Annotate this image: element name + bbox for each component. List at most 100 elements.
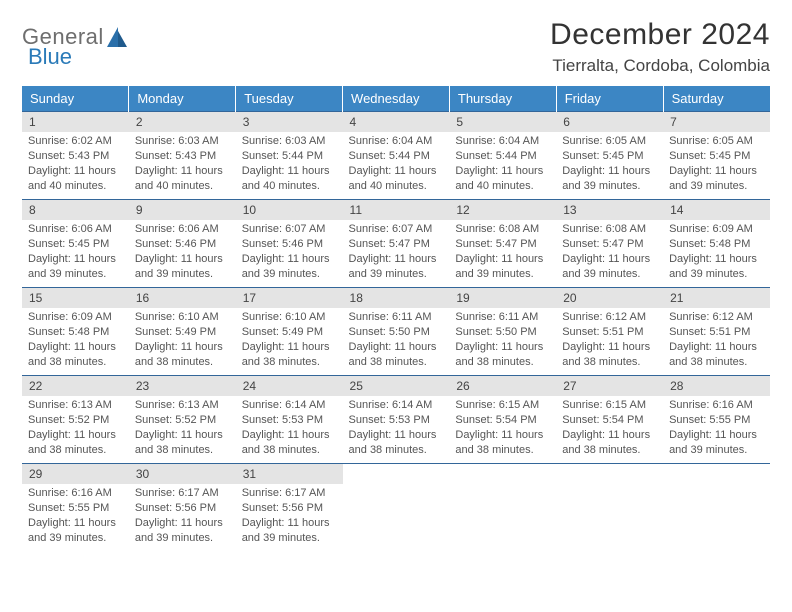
sunset-text: Sunset: 5:48 PM [28,325,123,340]
calendar-cell: 30Sunrise: 6:17 AMSunset: 5:56 PMDayligh… [129,464,236,552]
calendar-cell: 14Sunrise: 6:09 AMSunset: 5:48 PMDayligh… [663,200,770,288]
sunset-text: Sunset: 5:51 PM [669,325,764,340]
day-number: 23 [129,376,236,396]
sunset-text: Sunset: 5:45 PM [669,149,764,164]
sunset-text: Sunset: 5:54 PM [455,413,550,428]
daylight-text: Daylight: 11 hours and 38 minutes. [349,428,444,458]
sunset-text: Sunset: 5:55 PM [669,413,764,428]
sail-icon [107,27,129,47]
day-number: 1 [22,112,129,132]
daylight-text: Daylight: 11 hours and 39 minutes. [562,252,657,282]
daylight-text: Daylight: 11 hours and 39 minutes. [135,516,230,546]
day-number: 7 [663,112,770,132]
sunset-text: Sunset: 5:49 PM [242,325,337,340]
day-number: 26 [449,376,556,396]
header: General December 2024 Tierralta, Cordoba… [22,18,770,76]
day-number: 30 [129,464,236,484]
day-details: Sunrise: 6:09 AMSunset: 5:48 PMDaylight:… [22,308,129,373]
day-details: Sunrise: 6:14 AMSunset: 5:53 PMDaylight:… [343,396,450,461]
day-details: Sunrise: 6:15 AMSunset: 5:54 PMDaylight:… [556,396,663,461]
daylight-text: Daylight: 11 hours and 39 minutes. [135,252,230,282]
calendar-cell: 24 Sunrise: 6:14 AMSunset: 5:53 PMDayligh… [236,376,343,464]
calendar-cell: 31Sunrise: 6:17 AMSunset: 5:56 PMDayligh… [236,464,343,552]
daylight-text: Daylight: 11 hours and 38 minutes. [562,340,657,370]
day-number: 27 [556,376,663,396]
daylight-text: Daylight: 11 hours and 38 minutes. [349,340,444,370]
sunrise-text: Sunrise: 6:13 AM [28,398,123,413]
day-details: Sunrise: 6:17 AMSunset: 5:56 PMDaylight:… [129,484,236,549]
weekday-header: Wednesday [343,86,450,112]
calendar-cell: 1Sunrise: 6:02 AMSunset: 5:43 PMDaylight… [22,112,129,200]
sunset-text: Sunset: 5:43 PM [135,149,230,164]
sunset-text: Sunset: 5:52 PM [135,413,230,428]
brand-word2: Blue [28,44,72,70]
day-details: Sunrise: 6:06 AMSunset: 5:46 PMDaylight:… [129,220,236,285]
calendar-table: Sunday Monday Tuesday Wednesday Thursday… [22,86,770,552]
calendar-cell: 11Sunrise: 6:07 AMSunset: 5:47 PMDayligh… [343,200,450,288]
sunrise-text: Sunrise: 6:05 AM [562,134,657,149]
sunrise-text: Sunrise: 6:17 AM [135,486,230,501]
day-number: 4 [343,112,450,132]
day-number: 10 [236,200,343,220]
daylight-text: Daylight: 11 hours and 39 minutes. [669,252,764,282]
day-details: Sunrise: 6:13 AMSunset: 5:52 PMDaylight:… [22,396,129,461]
day-details: Sunrise: 6:05 AMSunset: 5:45 PMDaylight:… [556,132,663,197]
calendar-cell: 13Sunrise: 6:08 AMSunset: 5:47 PMDayligh… [556,200,663,288]
sunset-text: Sunset: 5:46 PM [135,237,230,252]
calendar-cell: 18Sunrise: 6:11 AMSunset: 5:50 PMDayligh… [343,288,450,376]
calendar-cell: 5Sunrise: 6:04 AMSunset: 5:44 PMDaylight… [449,112,556,200]
sunrise-text: Sunrise: 6:04 AM [455,134,550,149]
sunrise-text: Sunrise: 6:06 AM [135,222,230,237]
sunrise-text: Sunrise: 6:15 AM [562,398,657,413]
weekday-header: Saturday [663,86,770,112]
sunrise-text: Sunrise: 6:02 AM [28,134,123,149]
calendar-row: 15Sunrise: 6:09 AMSunset: 5:48 PMDayligh… [22,288,770,376]
calendar-cell: 8Sunrise: 6:06 AMSunset: 5:45 PMDaylight… [22,200,129,288]
sunset-text: Sunset: 5:53 PM [242,413,337,428]
calendar-row: 1Sunrise: 6:02 AMSunset: 5:43 PMDaylight… [22,112,770,200]
day-details: Sunrise: 6:07 AMSunset: 5:46 PMDaylight:… [236,220,343,285]
daylight-text: Daylight: 11 hours and 38 minutes. [242,428,337,458]
daylight-text: Daylight: 11 hours and 39 minutes. [242,252,337,282]
sunrise-text: Sunrise: 6:10 AM [242,310,337,325]
calendar-cell: 19Sunrise: 6:11 AMSunset: 5:50 PMDayligh… [449,288,556,376]
sunrise-text: Sunrise: 6:16 AM [28,486,123,501]
day-number: 21 [663,288,770,308]
day-number: 25 [343,376,450,396]
calendar-cell: 4Sunrise: 6:04 AMSunset: 5:44 PMDaylight… [343,112,450,200]
daylight-text: Daylight: 11 hours and 39 minutes. [242,516,337,546]
sunrise-text: Sunrise: 6:07 AM [242,222,337,237]
daylight-text: Daylight: 11 hours and 39 minutes. [455,252,550,282]
sunset-text: Sunset: 5:52 PM [28,413,123,428]
daylight-text: Daylight: 11 hours and 39 minutes. [669,164,764,194]
calendar-cell: 6Sunrise: 6:05 AMSunset: 5:45 PMDaylight… [556,112,663,200]
calendar-cell: 21Sunrise: 6:12 AMSunset: 5:51 PMDayligh… [663,288,770,376]
sunset-text: Sunset: 5:45 PM [28,237,123,252]
daylight-text: Daylight: 11 hours and 38 minutes. [562,428,657,458]
calendar-cell: 22Sunrise: 6:13 AMSunset: 5:52 PMDayligh… [22,376,129,464]
sunrise-text: Sunrise: 6:12 AM [562,310,657,325]
day-number: 8 [22,200,129,220]
daylight-text: Daylight: 11 hours and 38 minutes. [455,340,550,370]
calendar-cell: 12Sunrise: 6:08 AMSunset: 5:47 PMDayligh… [449,200,556,288]
calendar-cell: 7Sunrise: 6:05 AMSunset: 5:45 PMDaylight… [663,112,770,200]
sunset-text: Sunset: 5:56 PM [242,501,337,516]
day-number: 5 [449,112,556,132]
day-number: 24 [236,376,343,396]
sunset-text: Sunset: 5:43 PM [28,149,123,164]
sunrise-text: Sunrise: 6:09 AM [28,310,123,325]
day-number: 6 [556,112,663,132]
calendar-cell: 3Sunrise: 6:03 AMSunset: 5:44 PMDaylight… [236,112,343,200]
daylight-text: Daylight: 11 hours and 39 minutes. [28,252,123,282]
sunset-text: Sunset: 5:55 PM [28,501,123,516]
sunset-text: Sunset: 5:54 PM [562,413,657,428]
day-details: Sunrise: 6:03 AMSunset: 5:44 PMDaylight:… [236,132,343,197]
weekday-header: Friday [556,86,663,112]
day-number: 14 [663,200,770,220]
day-number: 3 [236,112,343,132]
day-details: Sunrise: 6:08 AMSunset: 5:47 PMDaylight:… [449,220,556,285]
day-number: 18 [343,288,450,308]
sunrise-text: Sunrise: 6:11 AM [455,310,550,325]
sunrise-text: Sunrise: 6:14 AM [242,398,337,413]
sunset-text: Sunset: 5:56 PM [135,501,230,516]
